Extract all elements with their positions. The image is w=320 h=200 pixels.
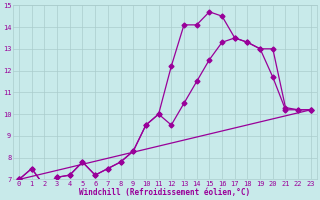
X-axis label: Windchill (Refroidissement éolien,°C): Windchill (Refroidissement éolien,°C)	[79, 188, 251, 197]
